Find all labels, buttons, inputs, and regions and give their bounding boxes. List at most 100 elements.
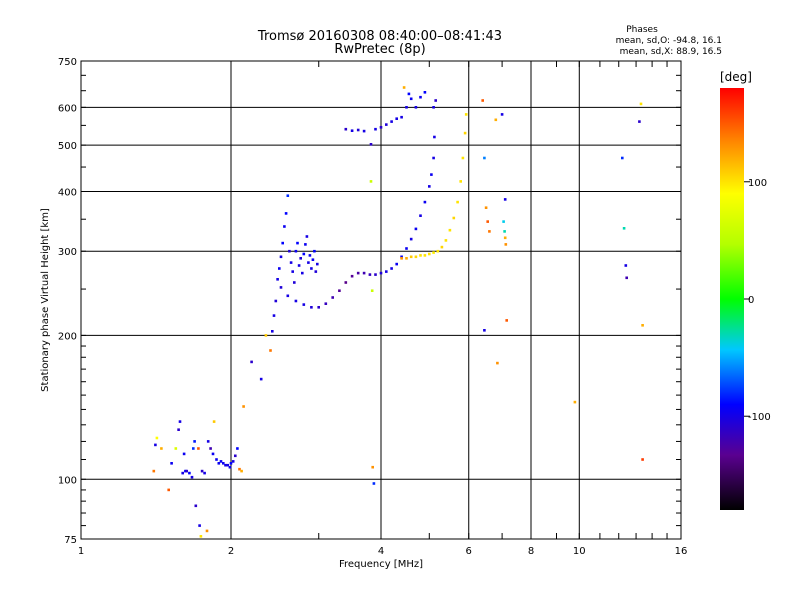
data-point <box>193 440 196 443</box>
data-point <box>205 529 209 533</box>
data-point <box>483 329 486 332</box>
data-point <box>621 156 624 160</box>
data-point <box>370 289 374 292</box>
data-point <box>505 319 508 322</box>
data-point <box>152 469 156 473</box>
data-point <box>440 245 444 249</box>
data-point <box>324 302 328 305</box>
data-point <box>308 254 312 257</box>
data-point <box>638 120 641 123</box>
data-point <box>452 216 456 220</box>
data-point <box>409 255 413 259</box>
x-tick-labels: 1 2 4 6 8 10 16 <box>78 546 688 557</box>
data-point <box>185 469 188 473</box>
data-point <box>459 180 462 183</box>
data-point <box>217 462 221 465</box>
data-point <box>160 447 163 450</box>
data-point <box>259 377 263 381</box>
data-point <box>222 462 225 465</box>
data-point <box>372 482 376 485</box>
data-point <box>286 294 290 298</box>
x-tick-label: 4 <box>378 546 384 557</box>
data-point <box>481 99 484 102</box>
data-point <box>177 428 180 431</box>
data-point <box>194 504 198 508</box>
data-point <box>302 252 306 256</box>
data-point <box>264 334 268 337</box>
data-point <box>423 200 427 204</box>
series-E-F-transition <box>269 194 319 352</box>
series-F2-O-mode <box>279 156 435 309</box>
data-point <box>362 271 366 275</box>
data-point <box>423 91 427 94</box>
x-tick-label: 10 <box>573 546 586 557</box>
data-point <box>198 524 201 527</box>
data-point <box>503 236 507 240</box>
data-point <box>496 361 499 365</box>
data-point <box>356 271 360 275</box>
data-point <box>338 289 341 292</box>
data-point <box>414 227 418 231</box>
data-point <box>211 452 215 456</box>
data-point <box>430 173 433 176</box>
data-point <box>428 185 431 188</box>
x-tick-label: 8 <box>528 546 534 557</box>
data-point <box>199 535 203 538</box>
axis-ticks <box>80 60 682 539</box>
data-point <box>503 198 507 201</box>
x-tick-label: 1 <box>78 546 84 557</box>
data-point <box>281 241 284 245</box>
data-point <box>463 131 467 135</box>
data-point <box>503 230 506 233</box>
data-point <box>483 156 486 160</box>
data-point <box>188 471 191 475</box>
colorbar-tick-label: 100 <box>748 178 767 189</box>
colorbar-ticks: 100 0 -100 <box>744 178 771 423</box>
data-point <box>236 447 239 450</box>
data-point <box>385 270 388 273</box>
data-point <box>414 106 418 109</box>
data-point <box>200 469 204 473</box>
data-point <box>297 264 301 267</box>
data-point <box>170 462 173 465</box>
series-F2-X-mode <box>400 113 468 260</box>
data-point <box>432 106 435 109</box>
data-point <box>379 126 383 129</box>
data-point <box>197 447 200 450</box>
data-point <box>283 225 286 228</box>
colorbar-unit-label: [deg] <box>720 70 752 84</box>
data-point <box>625 276 628 280</box>
data-point <box>405 247 408 250</box>
data-point <box>276 278 279 281</box>
y-tick-label: 600 <box>58 103 77 114</box>
x-axis-label: Frequency [MHz] <box>339 559 423 570</box>
data-point <box>484 206 488 209</box>
y-axis-label: Stationary phase Virtual Height [km] <box>40 208 51 392</box>
y-tick-label: 750 <box>58 57 77 68</box>
data-point <box>293 281 296 284</box>
data-point <box>296 241 299 245</box>
data-point <box>395 117 398 120</box>
data-point <box>299 257 302 260</box>
data-point <box>390 120 393 123</box>
y-tick-label: 75 <box>64 535 77 546</box>
x-tick-label: 2 <box>228 546 234 557</box>
y-tick-label: 100 <box>58 475 77 486</box>
data-point <box>331 296 334 299</box>
data-point <box>192 447 195 450</box>
data-point <box>436 249 440 253</box>
data-point <box>624 264 628 267</box>
data-point <box>428 252 431 256</box>
data-point <box>622 227 626 230</box>
data-point <box>379 271 383 275</box>
data-point <box>500 113 504 116</box>
data-point <box>350 129 354 132</box>
data-point <box>402 86 406 89</box>
data-point <box>419 254 422 257</box>
data-point <box>448 228 452 232</box>
data-point <box>407 92 411 96</box>
data-point <box>301 271 304 275</box>
phases-line-x: mean, sd,X: 88.9, 16.5 <box>620 47 722 57</box>
colorbar-tick-label: -100 <box>748 412 771 423</box>
